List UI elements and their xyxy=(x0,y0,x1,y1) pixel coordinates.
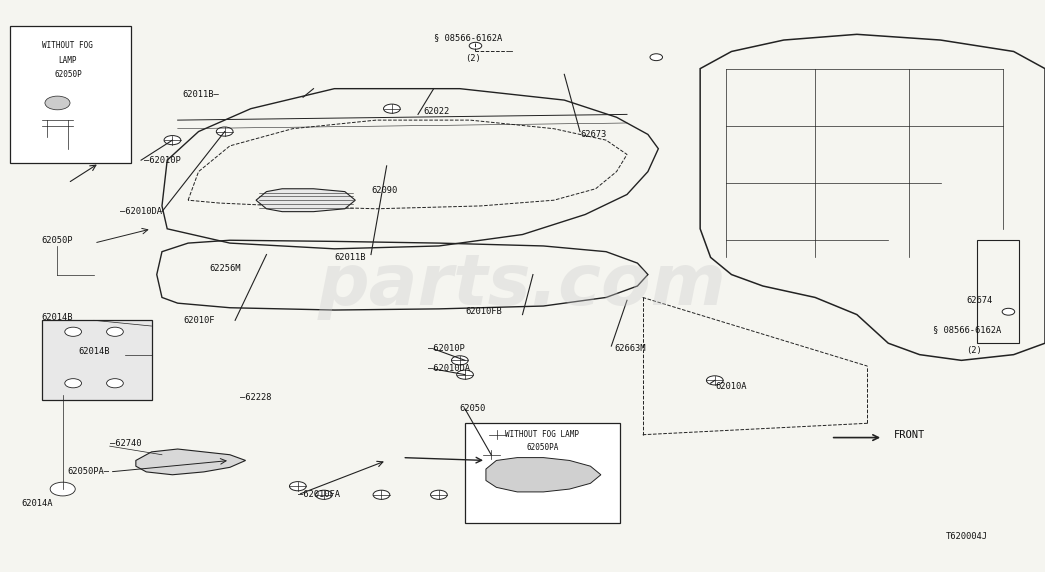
Circle shape xyxy=(107,379,123,388)
Circle shape xyxy=(650,54,663,61)
Text: —62010P: —62010P xyxy=(428,344,465,353)
Circle shape xyxy=(65,379,82,388)
Text: LAMP: LAMP xyxy=(59,55,77,65)
Text: WITHOUT FOG LAMP: WITHOUT FOG LAMP xyxy=(506,430,579,439)
Text: § 08566-6162A: § 08566-6162A xyxy=(434,33,502,42)
Circle shape xyxy=(706,376,723,385)
Circle shape xyxy=(45,96,70,110)
Text: —62228: —62228 xyxy=(240,393,272,402)
Circle shape xyxy=(107,327,123,336)
PathPatch shape xyxy=(256,189,355,212)
Circle shape xyxy=(50,482,75,496)
FancyBboxPatch shape xyxy=(465,423,620,523)
Circle shape xyxy=(431,490,447,499)
PathPatch shape xyxy=(42,320,152,400)
Circle shape xyxy=(489,430,506,439)
Text: WITHOUT FOG: WITHOUT FOG xyxy=(43,41,93,50)
Text: —62010P: —62010P xyxy=(144,156,181,165)
Circle shape xyxy=(384,104,400,113)
Text: —62010DA: —62010DA xyxy=(428,364,470,374)
Text: 62050PA—: 62050PA— xyxy=(68,467,110,476)
Circle shape xyxy=(164,136,181,145)
Text: (2): (2) xyxy=(967,345,982,355)
Circle shape xyxy=(216,127,233,136)
Circle shape xyxy=(289,482,306,491)
Circle shape xyxy=(65,327,82,336)
Text: 62673: 62673 xyxy=(580,130,606,139)
Circle shape xyxy=(483,450,500,459)
Text: —62010FA: —62010FA xyxy=(298,490,340,499)
Text: 62011B: 62011B xyxy=(334,253,366,262)
Text: 62010A: 62010A xyxy=(716,382,747,391)
Circle shape xyxy=(373,490,390,499)
Text: 62014B: 62014B xyxy=(78,347,110,356)
Text: 62663M: 62663M xyxy=(614,344,646,353)
FancyBboxPatch shape xyxy=(10,26,131,163)
Text: § 08566-6162A: § 08566-6162A xyxy=(933,325,1001,334)
Text: T620004J: T620004J xyxy=(946,531,988,541)
Text: 62010FB: 62010FB xyxy=(465,307,502,316)
Text: 62090: 62090 xyxy=(371,186,397,195)
PathPatch shape xyxy=(486,458,601,492)
Text: 62050: 62050 xyxy=(460,404,486,414)
Text: 62256M: 62256M xyxy=(209,264,240,273)
Text: (2): (2) xyxy=(465,54,481,63)
Text: —62740: —62740 xyxy=(110,439,141,448)
Text: 62050P: 62050P xyxy=(54,70,82,79)
Circle shape xyxy=(451,356,468,365)
Text: 62050PA: 62050PA xyxy=(527,443,558,452)
Text: parts.com: parts.com xyxy=(318,252,727,320)
Text: 62022: 62022 xyxy=(423,107,449,116)
Text: 62674: 62674 xyxy=(967,296,993,305)
Text: 62014A: 62014A xyxy=(21,499,52,508)
Text: 62014B: 62014B xyxy=(42,313,73,322)
Text: 62010F: 62010F xyxy=(183,316,214,325)
Text: FRONT: FRONT xyxy=(893,430,925,440)
Text: 62011B—: 62011B— xyxy=(183,90,219,99)
Circle shape xyxy=(316,490,332,499)
Text: —62010DA: —62010DA xyxy=(120,207,162,216)
Text: 62050P: 62050P xyxy=(42,236,73,245)
Circle shape xyxy=(457,370,473,379)
Circle shape xyxy=(469,42,482,49)
PathPatch shape xyxy=(136,449,246,475)
Circle shape xyxy=(1002,308,1015,315)
